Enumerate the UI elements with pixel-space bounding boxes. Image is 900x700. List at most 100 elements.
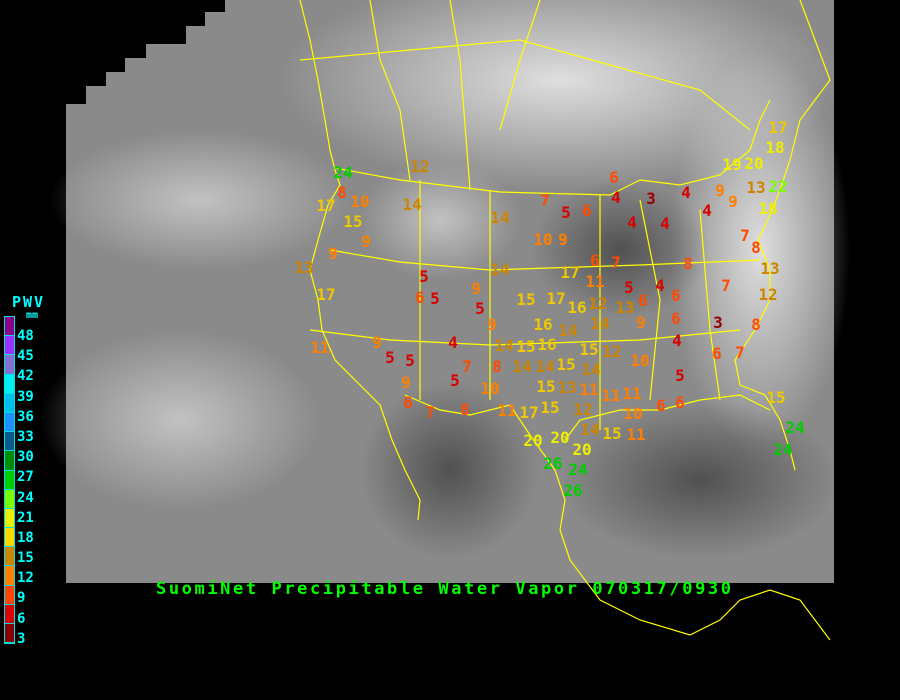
- station-pwv-value: 6: [609, 168, 619, 187]
- station-pwv-value: 4: [611, 188, 621, 207]
- station-pwv-value: 9: [487, 315, 497, 334]
- station-pwv-value: 9: [558, 230, 568, 249]
- station-pwv-value: 15: [516, 290, 535, 309]
- legend-swatch: [5, 374, 14, 394]
- station-pwv-value: 24: [785, 418, 804, 437]
- station-pwv-value: 20: [550, 428, 569, 447]
- legend-swatch: [5, 489, 14, 509]
- station-pwv-value: 5: [450, 371, 460, 390]
- legend-tick: 12: [17, 570, 34, 587]
- station-pwv-value: 11: [622, 384, 641, 403]
- station-pwv-value: 6: [582, 201, 592, 220]
- station-pwv-value: 15: [579, 340, 598, 359]
- station-pwv-value: 15: [536, 377, 555, 396]
- station-pwv-value: 14: [490, 260, 509, 279]
- station-pwv-value: 5: [419, 267, 429, 286]
- station-pwv-value: 6: [638, 291, 648, 310]
- station-pwv-value: 15: [556, 355, 575, 374]
- station-pwv-value: 7: [735, 343, 745, 362]
- station-pwv-value: 4: [660, 214, 670, 233]
- station-pwv-value: 14: [494, 336, 513, 355]
- legend-tick: 3: [17, 630, 26, 647]
- station-pwv-value: 11: [497, 401, 516, 420]
- legend-tick: 36: [17, 408, 34, 425]
- station-pwv-value: 12: [602, 342, 621, 361]
- station-pwv-value: 22: [768, 177, 787, 196]
- legend-swatch: [5, 566, 14, 586]
- station-pwv-value: 16: [537, 335, 556, 354]
- satellite-imagery: [40, 0, 850, 583]
- legend-swatch: [5, 393, 14, 413]
- station-pwv-value: 20: [572, 440, 591, 459]
- station-pwv-value: 7: [425, 403, 435, 422]
- legend-swatch: [5, 355, 14, 375]
- legend-swatch: [5, 451, 14, 471]
- legend-tick: 9: [17, 590, 26, 607]
- station-pwv-value: 9: [401, 373, 411, 392]
- station-pwv-value: 14: [558, 321, 577, 340]
- station-pwv-value: 17: [519, 403, 538, 422]
- legend-tick: 39: [17, 388, 34, 405]
- legend-tick: 15: [17, 550, 34, 567]
- legend-tick: 6: [17, 610, 26, 627]
- station-pwv-value: 17: [768, 118, 787, 137]
- pwv-legend: PWV mm 48 45 42 39 36 33 30 27 24 21 18 15 12 9 6 3: [4, 293, 54, 647]
- station-pwv-value: 4: [655, 276, 665, 295]
- station-pwv-value: 11: [310, 338, 329, 357]
- station-pwv-value: 5: [405, 351, 415, 370]
- station-pwv-value: 14: [402, 195, 421, 214]
- station-pwv-value: 13: [760, 259, 779, 278]
- legend-tick: 33: [17, 428, 34, 445]
- legend-swatch: [5, 547, 14, 567]
- station-pwv-value: 20: [523, 431, 542, 450]
- station-pwv-value: 7: [740, 226, 750, 245]
- legend-color-bar: [4, 316, 15, 645]
- station-pwv-value: 24: [773, 440, 792, 459]
- legend-ticks: 48 45 42 39 36 33 30 27 24 21 18 15 12 9 6 3: [17, 326, 34, 649]
- station-pwv-value: 15: [343, 212, 362, 231]
- station-pwv-value: 6: [712, 344, 722, 363]
- station-pwv-value: 10: [480, 379, 499, 398]
- station-pwv-value: 4: [448, 333, 458, 352]
- legend-swatch: [5, 604, 14, 624]
- station-pwv-value: 17: [316, 196, 335, 215]
- station-pwv-value: 8: [460, 400, 470, 419]
- station-pwv-value: 7: [462, 357, 472, 376]
- station-pwv-value: 5: [475, 299, 485, 318]
- legend-swatch: [5, 336, 14, 356]
- legend-tick: 45: [17, 348, 34, 365]
- station-pwv-value: 10: [623, 404, 642, 423]
- station-pwv-value: 5: [624, 278, 634, 297]
- station-pwv-value: 12: [758, 285, 777, 304]
- station-pwv-value: 13: [746, 178, 765, 197]
- station-pwv-value: 5: [561, 203, 571, 222]
- station-pwv-value: 5: [675, 366, 685, 385]
- political-borders: [299, 0, 831, 641]
- station-pwv-value: 13: [615, 298, 634, 317]
- station-pwv-value: 26: [563, 481, 582, 500]
- legend-tick: 30: [17, 449, 34, 466]
- station-pwv-value: 10: [350, 192, 369, 211]
- legend-swatch: [5, 585, 14, 605]
- station-pwv-value: 18: [758, 199, 777, 218]
- station-pwv-value: 8: [337, 183, 347, 202]
- station-pwv-value: 14: [490, 208, 509, 227]
- legend-swatch: [5, 470, 14, 490]
- station-pwv-value: 15: [540, 398, 559, 417]
- legend-tick: 27: [17, 469, 34, 486]
- station-pwv-value: 18: [765, 138, 784, 157]
- legend-header: PWV: [12, 293, 46, 311]
- station-pwv-value: 9: [728, 192, 738, 211]
- station-pwv-value: 3: [713, 313, 723, 332]
- legend-swatch: [5, 508, 14, 529]
- legend-swatch: [5, 317, 14, 337]
- map-title: SuomiNet Precipitable Water Vapor 070317…: [156, 579, 734, 599]
- station-pwv-value: 14: [580, 420, 599, 439]
- station-pwv-value: 19: [722, 155, 741, 174]
- station-pwv-value: 6: [415, 288, 425, 307]
- legend-tick: 42: [17, 368, 34, 385]
- station-pwv-value: 9: [372, 333, 382, 352]
- station-pwv-value: 6: [403, 393, 413, 412]
